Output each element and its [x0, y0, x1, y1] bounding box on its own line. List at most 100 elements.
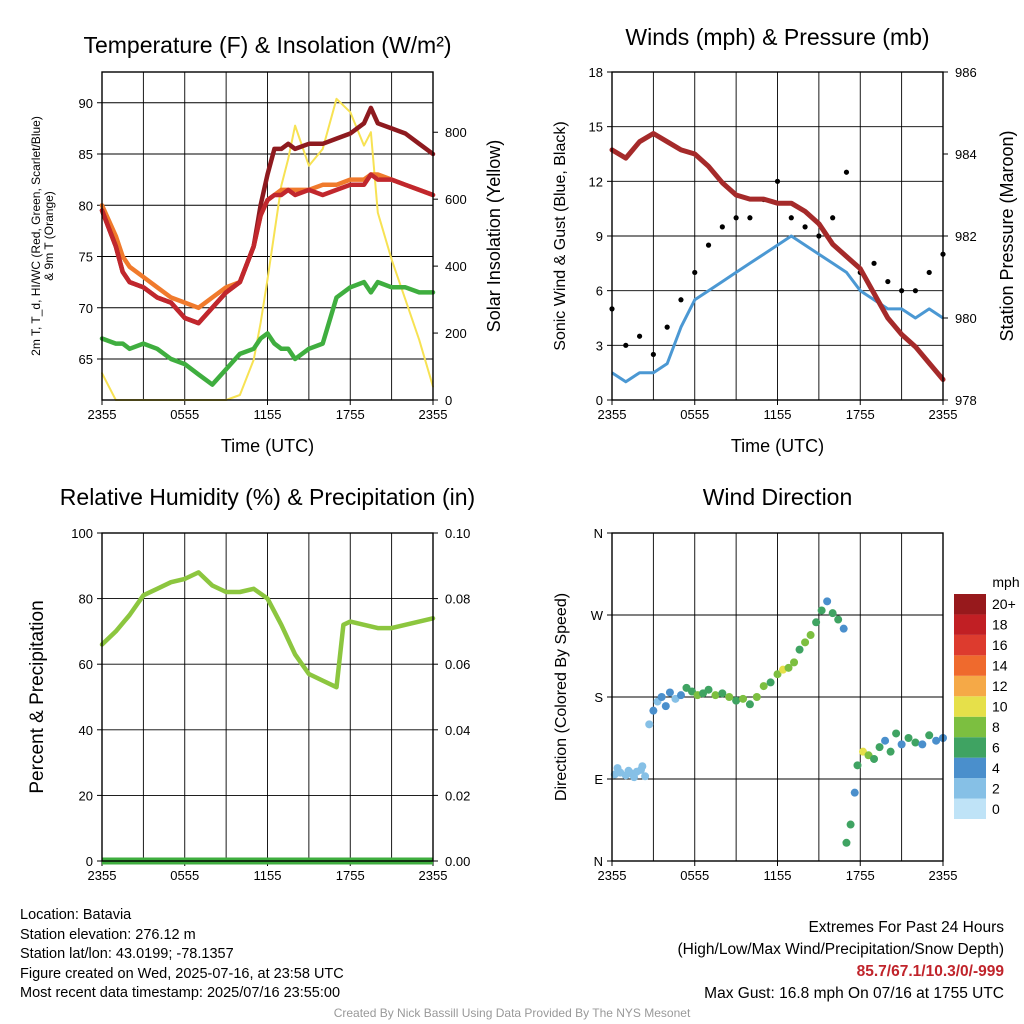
direction-point	[886, 747, 895, 756]
colorbar-label: 8	[992, 719, 1000, 735]
direction-point	[766, 678, 775, 687]
colorbar-unit: mph	[992, 574, 1019, 590]
x-tick-label: 0555	[170, 868, 199, 883]
x-axis-label: Time (UTC)	[221, 436, 314, 456]
direction-point	[784, 663, 793, 672]
direction-point	[676, 691, 685, 700]
extremes-legend: (High/Low/Max Wind/Precipitation/Snow De…	[677, 941, 1005, 958]
y-axis-label: Percent & Precipitation	[27, 600, 48, 793]
gust-point	[788, 215, 794, 221]
y-tick-label: 3	[596, 338, 603, 353]
direction-point	[801, 638, 810, 647]
gust-point	[871, 260, 877, 266]
direction-point	[739, 694, 748, 703]
series-line-pressure	[609, 131, 946, 382]
colorbar-swatch	[954, 675, 986, 697]
figure-canvas: 2355 0555 1155 1755 2355 Temperature (F) & In…	[27, 24, 1020, 883]
direction-point	[711, 691, 720, 700]
direction-point	[641, 772, 650, 781]
direction-point	[790, 658, 799, 667]
colorbar-swatch	[954, 634, 986, 656]
colorbar-swatch	[954, 716, 986, 738]
direction-point	[834, 615, 843, 624]
x-tick-label: 2355	[419, 868, 448, 883]
x-tick-label: 1155	[764, 407, 792, 422]
direction-point	[795, 645, 804, 654]
colorbar-label: 12	[992, 678, 1008, 694]
y2-tick-label: 980	[955, 311, 977, 326]
y2-tick-label: 986	[955, 65, 977, 80]
direction-point	[828, 609, 837, 618]
elevation-text: Station elevation: 276.12 m	[20, 926, 196, 943]
y-tick-label: 85	[79, 147, 93, 162]
colorbar-label: 14	[992, 658, 1008, 674]
latlon-text: Station lat/lon: 43.0199; -78.1357	[20, 946, 234, 962]
colorbar-label: 16	[992, 637, 1008, 653]
colorbar-label: 0	[992, 801, 1000, 817]
direction-point	[752, 693, 761, 701]
colorbar-label: 4	[992, 760, 1000, 776]
gust-point	[774, 178, 781, 184]
direction-point	[846, 820, 855, 829]
x-tick-label: 2355	[598, 868, 627, 883]
gust-point	[843, 169, 850, 175]
y-tick-label: 40	[79, 723, 93, 738]
y-tick-label: N	[594, 526, 603, 541]
direction-point	[897, 740, 906, 749]
colorbar-swatch	[954, 778, 986, 799]
y2-tick-label: 0.04	[445, 723, 470, 738]
y2-tick-label: 600	[445, 192, 467, 207]
direction-point	[718, 689, 727, 698]
direction-point	[661, 702, 670, 711]
direction-point	[918, 740, 927, 749]
y-tick-label: 20	[79, 788, 93, 803]
direction-point	[645, 720, 654, 729]
max-gust-text: Max Gust: 16.8 mph On 07/16 at 1755 UTC	[704, 985, 1004, 1002]
y2-tick-label: 0.02	[445, 788, 470, 803]
credit-text: Created By Nick Bassill Using Data Provi…	[333, 1006, 691, 1020]
y2-axis-label: Solar Insolation (Yellow)	[484, 140, 504, 332]
series-line-td	[99, 279, 436, 387]
y-tick-label: N	[594, 854, 603, 869]
plot-frame	[101, 71, 434, 401]
x-tick-label: 2355	[419, 407, 448, 422]
gust-point	[636, 333, 643, 339]
colorbar-swatch	[954, 594, 986, 615]
y-tick-label: 6	[596, 284, 603, 299]
colorbar-swatch	[954, 757, 986, 779]
y2-tick-label: 800	[445, 125, 467, 140]
direction-point	[875, 743, 884, 752]
y2-tick-label: 0.00	[445, 854, 470, 869]
colorbar-label: 6	[992, 739, 1000, 755]
panel-title: Wind Direction	[703, 484, 853, 510]
gust-point	[926, 269, 932, 276]
x-axis-label: Time (UTC)	[731, 436, 824, 456]
gust-point	[830, 215, 836, 221]
colorbar-swatch	[954, 798, 986, 819]
direction-point	[853, 761, 862, 770]
panel-3: 2355 0555 1155 1755 2355 Relative Humidity (%…	[27, 484, 475, 883]
panel-title: Relative Humidity (%) & Precipitation (i…	[60, 484, 475, 510]
direction-point	[892, 729, 901, 738]
y-tick-label: 15	[589, 120, 603, 135]
y-tick-label: 9	[596, 229, 603, 244]
y2-tick-label: 0.08	[445, 592, 470, 607]
gust-point	[664, 324, 670, 330]
direction-point	[925, 731, 934, 740]
y-tick-label: E	[594, 772, 603, 787]
y2-tick-label: 400	[445, 259, 467, 274]
x-tick-label: 2355	[88, 407, 117, 422]
plot-frame	[101, 532, 434, 862]
direction-point	[732, 696, 741, 705]
y-tick-label: 70	[79, 301, 93, 316]
panel-1: 2355 0555 1155 1755 2355 Temperature (F) & In…	[29, 32, 504, 456]
extremes-values: 85.7/67.1/10.3/0/-999	[856, 963, 1004, 980]
gust-point	[678, 297, 684, 303]
y-tick-label: 0	[86, 854, 93, 869]
gust-point	[885, 278, 891, 285]
colorbar-swatch	[954, 655, 986, 676]
gust-point	[623, 342, 629, 348]
x-tick-label: 0555	[680, 868, 709, 883]
direction-point	[812, 618, 821, 627]
gust-point	[719, 224, 725, 230]
